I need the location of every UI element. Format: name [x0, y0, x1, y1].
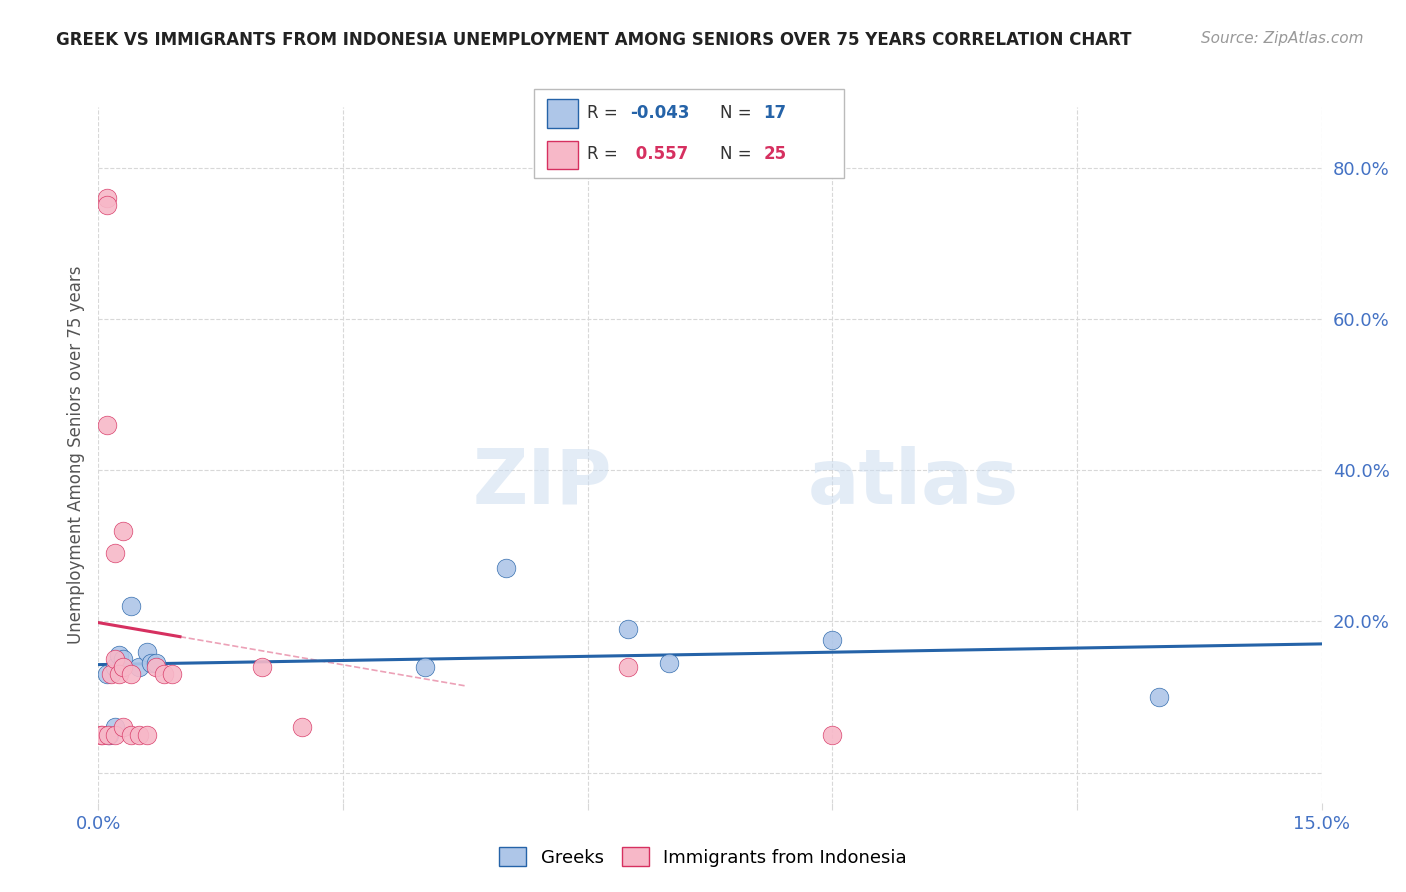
Point [98, 728, 121, 742]
Text: 25: 25 [763, 145, 786, 163]
Point [90, 728, 112, 742]
Point [111, 652, 134, 666]
Point [100, 667, 122, 681]
Text: Source: ZipAtlas.com: Source: ZipAtlas.com [1201, 31, 1364, 46]
Point [160, 667, 183, 681]
Point [96, 198, 118, 212]
Point [145, 656, 167, 670]
Point [91, 728, 114, 742]
Point [111, 659, 134, 673]
Point [108, 648, 131, 663]
Point [821, 633, 844, 648]
Text: -0.043: -0.043 [630, 104, 690, 122]
Point [104, 652, 127, 666]
Point [128, 728, 150, 742]
Point [821, 728, 844, 742]
Point [658, 656, 681, 670]
Point [120, 599, 142, 614]
Text: 17: 17 [763, 104, 786, 122]
Point [291, 720, 314, 734]
Point [617, 659, 640, 673]
Point [104, 720, 127, 734]
Point [617, 622, 640, 636]
Point [96, 191, 118, 205]
Point [145, 659, 167, 673]
Legend: Greeks, Immigrants from Indonesia: Greeks, Immigrants from Indonesia [492, 840, 914, 874]
Point [96, 417, 118, 432]
Point [96, 667, 118, 681]
FancyBboxPatch shape [534, 89, 844, 178]
Point [141, 656, 163, 670]
FancyBboxPatch shape [547, 99, 578, 128]
Text: atlas: atlas [808, 446, 1019, 520]
Text: GREEK VS IMMIGRANTS FROM INDONESIA UNEMPLOYMENT AMONG SENIORS OVER 75 YEARS CORR: GREEK VS IMMIGRANTS FROM INDONESIA UNEMP… [56, 31, 1132, 49]
Point [136, 644, 159, 658]
Text: R =: R = [586, 145, 623, 163]
Point [111, 524, 134, 538]
Point [128, 659, 150, 673]
Text: 0.557: 0.557 [630, 145, 689, 163]
Text: ZIP: ZIP [472, 446, 612, 520]
Point [136, 728, 159, 742]
Point [104, 728, 127, 742]
FancyBboxPatch shape [547, 141, 578, 169]
Text: N =: N = [720, 104, 756, 122]
Point [495, 561, 517, 575]
Point [152, 667, 174, 681]
Point [108, 667, 131, 681]
Text: N =: N = [720, 145, 756, 163]
Text: R =: R = [586, 104, 623, 122]
Point [413, 659, 436, 673]
Y-axis label: Unemployment Among Seniors over 75 years: Unemployment Among Seniors over 75 years [66, 266, 84, 644]
Point [97, 728, 120, 742]
Point [104, 546, 127, 560]
Point [111, 720, 134, 734]
Point [250, 659, 273, 673]
Point [120, 667, 142, 681]
Point [1147, 690, 1170, 704]
Point [104, 659, 127, 673]
Point [120, 728, 142, 742]
